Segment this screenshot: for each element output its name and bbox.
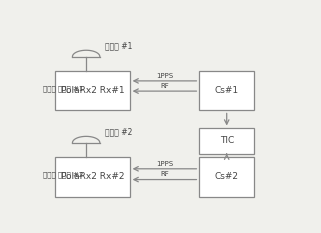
Bar: [55, 157, 130, 197]
Text: 안테넹 케이블 #2: 안테넹 케이블 #2: [43, 172, 83, 178]
Text: Cs#2: Cs#2: [215, 172, 239, 181]
Text: PolaRx2 Rx#2: PolaRx2 Rx#2: [61, 172, 124, 181]
Text: 1PPS: 1PPS: [156, 161, 173, 167]
Text: TIC: TIC: [220, 137, 234, 145]
Text: 1PPS: 1PPS: [156, 73, 173, 79]
Bar: [199, 71, 254, 110]
Text: RF: RF: [160, 171, 169, 177]
Text: PolaRx2 Rx#1: PolaRx2 Rx#1: [61, 86, 124, 95]
Bar: [55, 71, 130, 110]
Text: Cs#1: Cs#1: [215, 86, 239, 95]
Bar: [199, 157, 254, 197]
Text: RF: RF: [160, 83, 169, 89]
Text: 안테나 #1: 안테나 #1: [105, 41, 132, 50]
Bar: [199, 128, 254, 154]
Text: 안테나 케이블 #1: 안테나 케이블 #1: [43, 86, 83, 92]
Text: 안테나 #2: 안테나 #2: [105, 127, 132, 137]
